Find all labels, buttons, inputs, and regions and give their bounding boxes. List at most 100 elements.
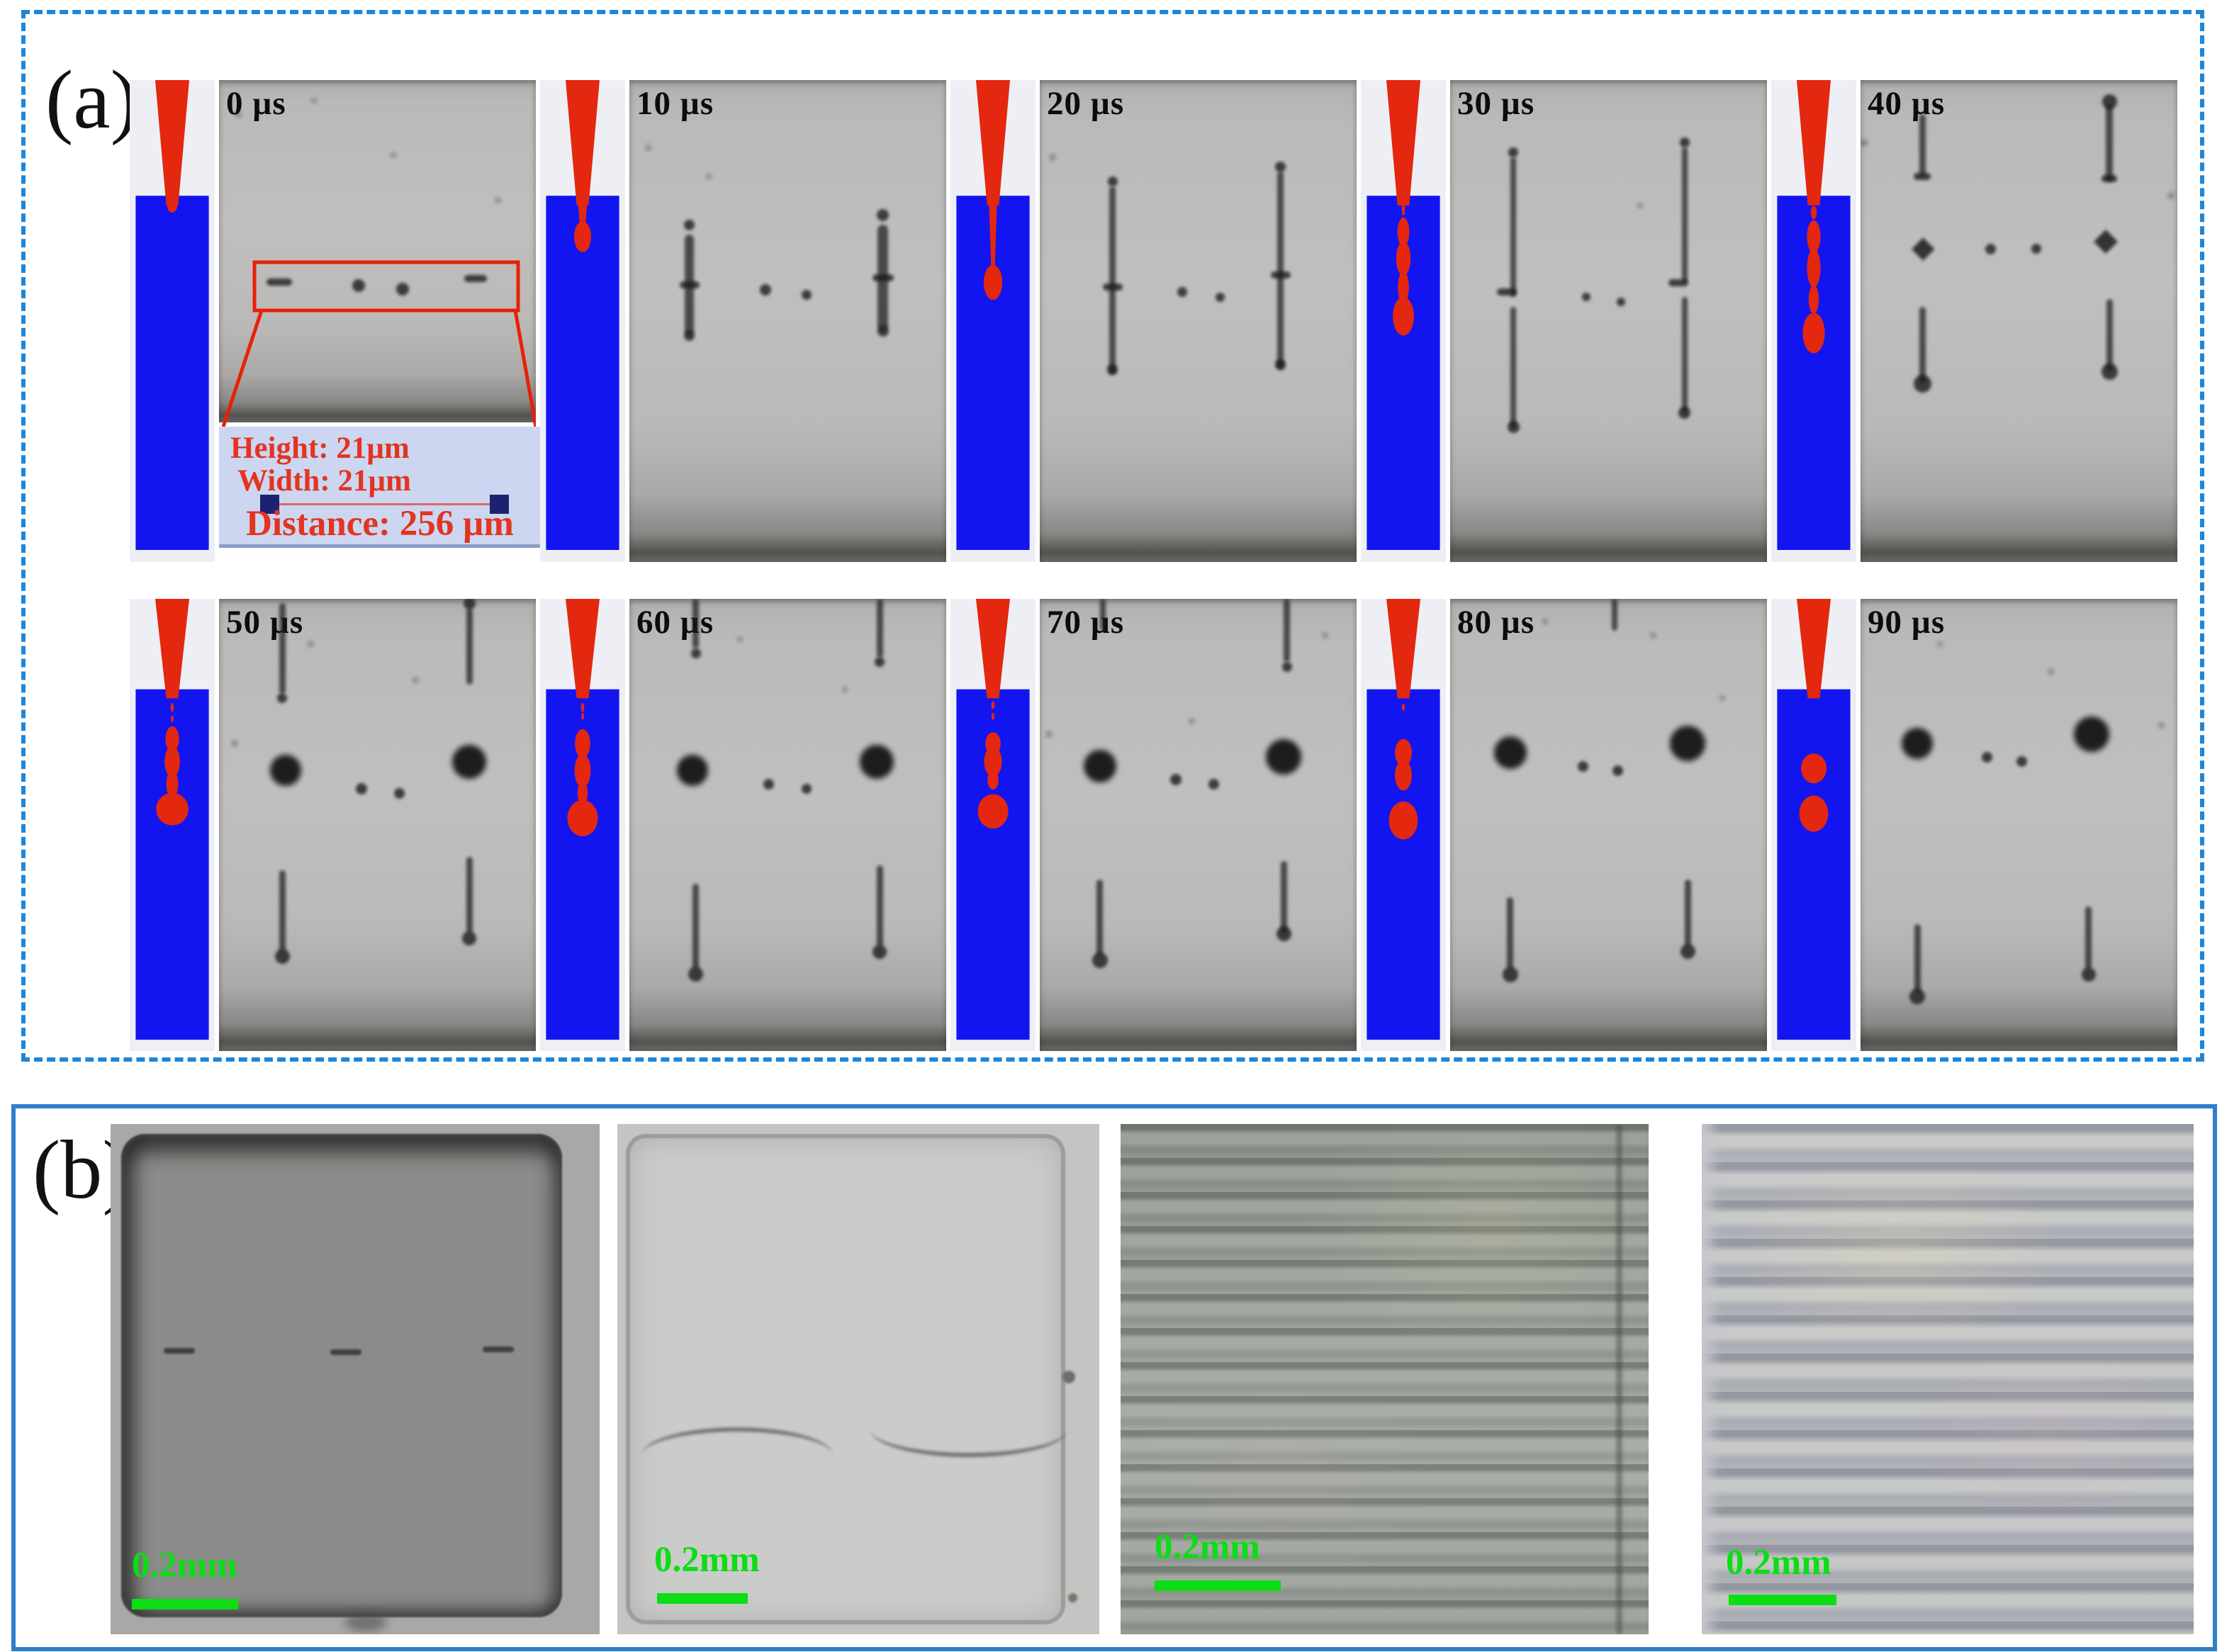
nozzle-schematic-svg xyxy=(1771,599,1856,1051)
feature-speck xyxy=(2047,668,2054,675)
scale-bar-label: 0.2mm xyxy=(654,1540,760,1580)
feature-vline xyxy=(876,599,883,658)
feature-vline xyxy=(1100,599,1106,631)
feature-vline xyxy=(2106,299,2113,372)
feature-dot xyxy=(1107,176,1118,186)
feature-dot xyxy=(688,967,704,982)
feature-dot xyxy=(1177,287,1188,298)
feature-dot xyxy=(802,783,812,794)
feature-dot xyxy=(1582,293,1591,301)
frame-80µs: 80 µs xyxy=(1361,599,1767,1051)
feature-speck xyxy=(2167,192,2175,200)
feature-dot xyxy=(463,599,476,609)
feature-dot xyxy=(394,787,405,799)
feature-speck xyxy=(234,111,242,118)
printed-square-ridged: 0.2mm xyxy=(1121,1124,1649,1634)
frame-30µs: 30 µs xyxy=(1361,80,1767,562)
feature-speck xyxy=(2158,722,2165,729)
feature-hdash xyxy=(1270,271,1291,279)
feature-vline xyxy=(279,603,286,694)
time-label: 0 µs xyxy=(226,85,286,122)
feature-dot xyxy=(1982,751,1993,763)
feature-speck xyxy=(1861,138,1868,147)
printed-square-wavy: 0.2mm xyxy=(1702,1124,2194,1634)
scale-bar xyxy=(1155,1580,1281,1591)
nozzle-schematic-svg xyxy=(1771,80,1856,562)
scale-bar-label: 0.2mm xyxy=(1726,1543,1831,1583)
crease-line xyxy=(870,1429,1068,1457)
feature-dot xyxy=(1208,779,1220,790)
time-label: 50 µs xyxy=(226,604,304,641)
feature-speck xyxy=(1542,618,1549,624)
feature-speck xyxy=(705,174,712,179)
time-label: 70 µs xyxy=(1047,604,1125,641)
feature-dot xyxy=(684,219,695,230)
feature-speck xyxy=(1936,641,1943,647)
width-label: Width: 21µm xyxy=(237,464,411,498)
feature-bigdot xyxy=(859,744,894,779)
feature-dot xyxy=(352,279,365,292)
micrograph: 40 µs xyxy=(1861,80,2177,562)
feature-dot xyxy=(1508,147,1519,157)
feature-vline xyxy=(1612,599,1618,631)
satellite-dash xyxy=(164,1348,195,1354)
scale-bar xyxy=(657,1593,748,1604)
micrograph: 20 µs xyxy=(1040,80,1357,562)
feature-speck xyxy=(1048,153,1056,161)
feature-vline xyxy=(1681,297,1688,413)
feature-bigdot xyxy=(1083,750,1116,783)
feature-bigdot xyxy=(1266,739,1302,775)
frame-90µs: 90 µs xyxy=(1771,599,2177,1051)
square-body xyxy=(626,1134,1065,1624)
panel-b: (b) 0.2mm 0.2mm 0.2mm 0.2mm xyxy=(11,1104,2217,1651)
feature-dot xyxy=(1680,944,1695,960)
feature-vline xyxy=(466,856,473,934)
nozzle-schematic-svg xyxy=(540,599,625,1051)
nozzle-schematic xyxy=(540,80,625,562)
micrograph: 80 µs xyxy=(1450,599,1767,1051)
feature-dot xyxy=(1507,421,1520,434)
nozzle-schematic xyxy=(130,80,215,562)
feature-dot xyxy=(1275,359,1286,370)
panel-a-label: (a) xyxy=(45,53,138,146)
feature-speck xyxy=(494,196,501,203)
feature-dot xyxy=(763,779,775,790)
time-label: 10 µs xyxy=(636,85,714,122)
nozzle-schematic xyxy=(950,80,1036,562)
time-label: 40 µs xyxy=(1868,85,1946,122)
feature-bigdot xyxy=(452,744,487,779)
feature-dot xyxy=(875,657,885,668)
feature-speck xyxy=(412,677,419,684)
feature-dot xyxy=(356,782,368,794)
time-label: 20 µs xyxy=(1047,85,1125,122)
feature-hdash xyxy=(2102,175,2118,183)
feature-dot xyxy=(1107,364,1118,375)
feature-dot xyxy=(277,693,288,704)
feature-dot xyxy=(1170,774,1182,786)
feature-vline xyxy=(692,599,700,649)
edge-blob xyxy=(344,1613,387,1631)
feature-speck xyxy=(1649,631,1656,639)
feature-speck xyxy=(308,641,315,648)
feature-bigdot xyxy=(2074,717,2110,753)
feature-dot xyxy=(1985,243,1996,254)
feature-vline xyxy=(1681,147,1688,283)
feature-hdash xyxy=(266,278,292,286)
feature-vline xyxy=(876,865,883,948)
feature-vline xyxy=(1284,599,1291,663)
feature-dot xyxy=(690,648,701,658)
feature-hdash xyxy=(1914,173,1931,180)
feature-dot xyxy=(1092,953,1108,969)
feature-hdash xyxy=(1102,283,1123,291)
feature-vline xyxy=(1277,172,1284,369)
feature-speck xyxy=(231,740,239,748)
feature-dot xyxy=(274,948,290,964)
scale-bar-label: 0.2mm xyxy=(132,1546,237,1585)
feature-dot xyxy=(1678,406,1691,419)
feature-dot xyxy=(1913,374,1931,393)
feature-dot xyxy=(2101,363,2118,380)
feature-vline xyxy=(279,870,286,952)
feature-speck xyxy=(737,636,744,643)
feature-dot xyxy=(1281,661,1292,672)
